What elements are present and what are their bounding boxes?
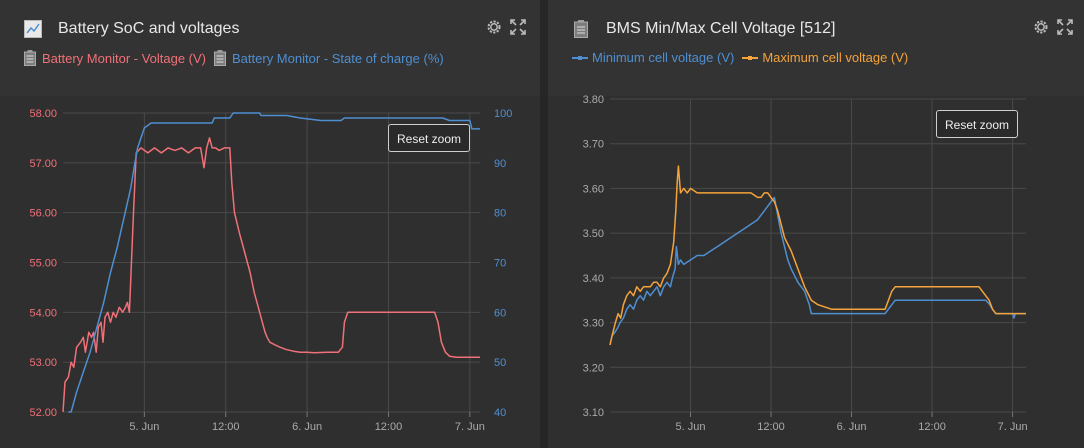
x-tick-label: 6. Jun	[837, 421, 867, 433]
line-marker-icon	[742, 55, 759, 60]
y-tick-label: 3.50	[583, 228, 604, 240]
y-tick-label: 52.00	[29, 407, 57, 419]
reset-zoom-button[interactable]: Reset zoom	[936, 110, 1019, 138]
y-tick-label: 3.30	[583, 318, 604, 330]
y-tick-label: 3.80	[583, 94, 604, 106]
y-tick-label: 56.00	[29, 208, 57, 220]
panel-header: BMS Min/Max Cell Voltage [512]	[548, 0, 1084, 96]
legend-label: Minimum cell voltage (V)	[592, 50, 735, 65]
y-right-tick-label: 90	[494, 158, 506, 170]
legend-item-max-cell[interactable]: Maximum cell voltage (V)	[742, 50, 908, 65]
series-line-0[interactable]	[62, 137, 480, 413]
x-tick-label: 7. Jun	[455, 421, 485, 433]
x-tick-label: 5. Jun	[676, 421, 706, 433]
x-tick-label: 12:00	[375, 421, 403, 433]
series-line-1[interactable]	[68, 112, 480, 413]
y-right-tick-label: 70	[494, 258, 506, 270]
y-right-tick-label: 80	[494, 208, 506, 220]
series-line-0[interactable]	[609, 196, 1026, 346]
panel-title: BMS Min/Max Cell Voltage [512]	[606, 20, 836, 37]
y-tick-label: 3.70	[583, 139, 604, 151]
y-tick-label: 57.00	[29, 158, 57, 170]
panel-title: Battery SoC and voltages	[58, 20, 240, 37]
reset-zoom-button[interactable]: Reset zoom	[388, 124, 471, 152]
battery-icon	[574, 20, 588, 38]
cell-voltage-chart[interactable]: 3.10 3.20 3.30 3.40 3.50 3.60 3.70 3.80 5. Jun 12…	[548, 0, 1084, 448]
grid	[610, 98, 1026, 413]
plot-area	[548, 96, 1084, 448]
y-tick-label: 3.20	[583, 362, 604, 374]
gear-icon[interactable]	[485, 18, 503, 36]
panel-tools	[1032, 18, 1074, 36]
legend-label: Maximum cell voltage (V)	[762, 50, 909, 65]
plot-area	[0, 96, 540, 448]
chart-legend: Battery Monitor - Voltage (V) Battery Mo…	[24, 50, 452, 66]
y-tick-label: 54.00	[29, 307, 57, 319]
y-tick-label: 58.00	[29, 108, 57, 120]
y-right-tick-label: 100	[494, 108, 512, 120]
x-tick-label: 12:00	[918, 421, 946, 433]
y-right-tick-label: 40	[494, 407, 506, 419]
title-row: BMS Min/Max Cell Voltage [512]	[572, 20, 835, 38]
legend-label: Battery Monitor - Voltage (V)	[42, 50, 207, 66]
bms-cell-voltage-panel: BMS Min/Max Cell Voltage [512]	[548, 0, 1084, 448]
panel-tools	[485, 18, 527, 36]
gear-icon[interactable]	[1032, 18, 1050, 36]
line-chart-icon	[24, 20, 42, 38]
y-tick-label: 3.60	[583, 183, 604, 195]
panel-header: Battery SoC and voltages	[0, 0, 540, 96]
legend-label: Battery Monitor - State of charge (%)	[232, 50, 444, 66]
y-tick-label: 3.40	[583, 273, 604, 285]
y-right-tick-label: 60	[494, 307, 506, 319]
y-tick-label: 55.00	[29, 258, 57, 270]
grid	[63, 112, 480, 413]
x-tick-label: 7. Jun	[998, 421, 1028, 433]
legend-item-soc[interactable]: Battery Monitor - State of charge (%)	[214, 50, 444, 66]
x-tick-label: 5. Jun	[129, 421, 159, 433]
battery-icon	[214, 50, 227, 66]
legend-item-min-cell[interactable]: Minimum cell voltage (V)	[572, 50, 734, 65]
expand-icon[interactable]	[509, 18, 527, 36]
title-row: Battery SoC and voltages	[24, 20, 239, 38]
battery-icon	[24, 50, 36, 66]
soc-voltage-chart[interactable]: 52.00 53.00 54.00 55.00 56.00 57.00 58.00 40 50 6…	[0, 0, 540, 448]
legend-item-voltage[interactable]: Battery Monitor - Voltage (V)	[24, 50, 206, 66]
y-tick-label: 3.10	[583, 407, 604, 419]
series-line-1[interactable]	[609, 165, 1026, 346]
y-tick-label: 53.00	[29, 357, 57, 369]
expand-icon[interactable]	[1056, 18, 1074, 36]
battery-soc-panel: Battery SoC and voltages	[0, 0, 540, 448]
y-right-tick-label: 50	[494, 357, 506, 369]
panel-divider	[540, 0, 548, 448]
x-tick-label: 6. Jun	[292, 421, 322, 433]
x-tick-label: 12:00	[212, 421, 240, 433]
line-marker-icon	[572, 55, 588, 60]
chart-legend: Minimum cell voltage (V) Maximum cell vo…	[572, 50, 916, 65]
x-tick-label: 12:00	[757, 421, 785, 433]
